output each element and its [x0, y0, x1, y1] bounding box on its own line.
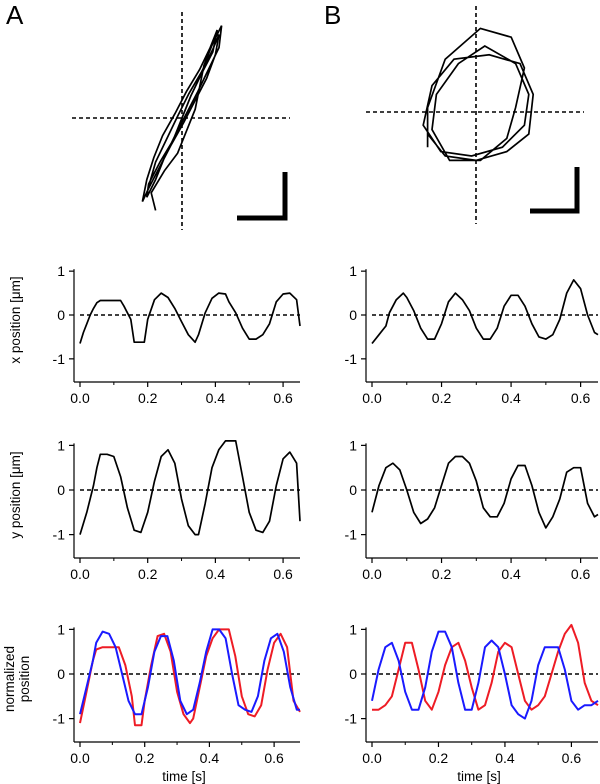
y-tick-label: -1 [53, 527, 66, 543]
x-axis-title: time [s] [162, 769, 206, 784]
y-tick-label: 1 [57, 437, 65, 453]
series-line-x [79, 292, 301, 344]
panel-label-b: B [324, 0, 341, 30]
timeseries-plot-b-2: 1 0 -1 0.0 0.2 0.4 0.6 [345, 263, 599, 406]
trajectory-plot-a [72, 12, 290, 230]
trajectory-trace [141, 25, 223, 211]
y-tick-label: 1 [349, 437, 357, 453]
y-axis-title: x position [μm] [8, 276, 23, 363]
y-tick-label: 0 [349, 307, 357, 323]
x-tick-label: 0.0 [70, 566, 90, 582]
y-tick-label: 0 [349, 482, 357, 498]
y-tick-label: -1 [345, 711, 358, 727]
x-tick-label: 0.6 [273, 566, 293, 582]
trajectory-plot-b [366, 6, 584, 224]
y-axis-title: position [17, 656, 32, 703]
charts-group: 1 0 -1 0.0 0.2 0.4 0.6 x position [μm] 1 0 -1 0.0 0.… [2, 6, 599, 784]
x-tick-label: 0.4 [200, 750, 220, 766]
y-tick-label: 0 [57, 307, 65, 323]
y-tick-label: 0 [57, 666, 65, 682]
x-tick-label: 0.0 [70, 750, 90, 766]
y-tick-label: -1 [53, 711, 66, 727]
x-tick-label: 0.0 [362, 390, 382, 406]
y-tick-label: 1 [57, 621, 65, 637]
y-tick-label: 0 [57, 482, 65, 498]
y-axis-title: y position [μm] [8, 451, 23, 538]
x-tick-label: 0.2 [138, 390, 158, 406]
x-tick-label: 0.4 [501, 390, 521, 406]
x-tick-label: 0.2 [429, 750, 449, 766]
x-tick-label: 0.6 [273, 390, 293, 406]
x-tick-label: 0.0 [70, 390, 90, 406]
series-line-y [79, 440, 301, 536]
x-tick-label: 0.4 [206, 390, 226, 406]
x-tick-label: 0.2 [138, 566, 158, 582]
timeseries-plot-b-6: 1 0 -1 0.0 0.2 0.4 0.6 time [s] [345, 621, 599, 784]
x-tick-label: 0.6 [571, 566, 591, 582]
y-tick-label: -1 [345, 351, 358, 367]
x-tick-label: 0.6 [562, 750, 582, 766]
y-tick-label: 1 [349, 263, 357, 279]
x-tick-label: 0.6 [264, 750, 284, 766]
timeseries-plot-a-5: 1 0 -1 0.0 0.2 0.4 0.6 normalized position time [… [2, 621, 301, 784]
x-tick-label: 0.2 [432, 566, 452, 582]
x-tick-label: 0.0 [362, 750, 382, 766]
series-line-red [372, 623, 599, 711]
timeseries-plot-a-3: 1 0 -1 0.0 0.2 0.4 0.6 y position [μm] [8, 437, 301, 582]
y-tick-label: -1 [345, 527, 358, 543]
timeseries-plot-a-1: 1 0 -1 0.0 0.2 0.4 0.6 x position [μm] [8, 263, 301, 406]
y-tick-label: 0 [349, 666, 357, 682]
x-tick-label: 0.0 [362, 566, 382, 582]
y-tick-label: 1 [57, 263, 65, 279]
series-line-blue [79, 628, 300, 716]
trajectory-trace [422, 27, 535, 162]
y-axis-title: normalized [2, 646, 17, 712]
x-axis-title: time [s] [457, 769, 501, 784]
x-tick-label: 0.6 [571, 390, 591, 406]
x-tick-label: 0.4 [206, 566, 226, 582]
series-line-red [79, 628, 301, 727]
series-line-y [371, 455, 599, 529]
timeseries-plot-b-4: 1 0 -1 0.0 0.2 0.4 0.6 [345, 437, 599, 582]
x-tick-label: 0.2 [432, 390, 452, 406]
panel-label-a: A [6, 0, 24, 30]
x-tick-label: 0.2 [135, 750, 155, 766]
y-tick-label: -1 [53, 351, 66, 367]
x-tick-label: 0.4 [501, 566, 521, 582]
series-line-blue [371, 630, 599, 720]
y-tick-label: 1 [349, 621, 357, 637]
x-tick-label: 0.4 [495, 750, 515, 766]
series-line-x [371, 279, 599, 345]
